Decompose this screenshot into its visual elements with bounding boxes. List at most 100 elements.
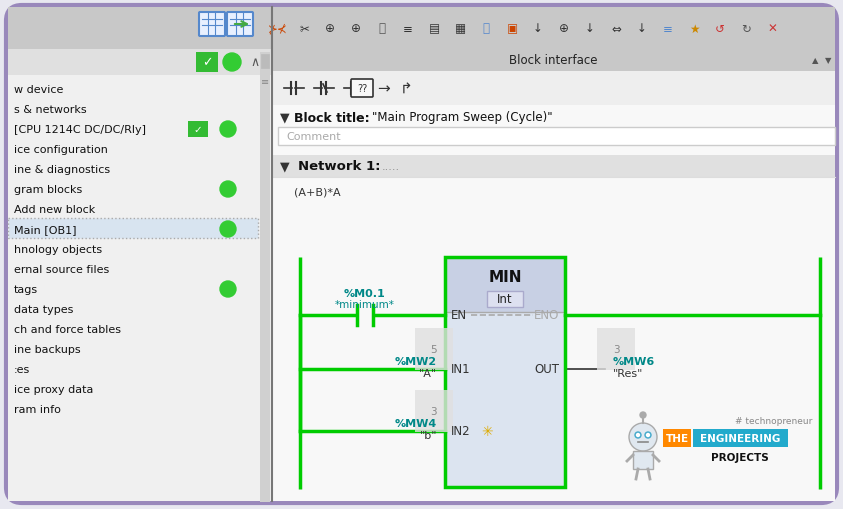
Circle shape: [220, 182, 236, 197]
Text: # technopreneur: # technopreneur: [735, 417, 813, 426]
Text: ▣: ▣: [507, 22, 518, 36]
Bar: [8, 8, 278, 501]
Text: Add new block: Add new block: [14, 205, 95, 215]
Bar: [272, 50, 835, 72]
Bar: [272, 8, 835, 501]
Text: ram info: ram info: [14, 404, 61, 414]
Text: 3: 3: [431, 406, 437, 416]
Text: data types: data types: [14, 304, 73, 315]
Text: 3: 3: [613, 344, 620, 354]
Text: IN2: IN2: [451, 425, 470, 438]
Text: %MW4: %MW4: [395, 418, 437, 428]
Text: MIN: MIN: [488, 270, 522, 285]
Bar: [445, 258, 565, 487]
Text: hnology objects: hnology objects: [14, 244, 102, 254]
Text: ⊕: ⊕: [351, 22, 361, 36]
Bar: [188, 122, 208, 138]
Bar: [445, 258, 565, 313]
Bar: [196, 53, 218, 73]
Text: w device: w device: [14, 85, 63, 95]
Bar: [272, 8, 835, 50]
Circle shape: [645, 432, 651, 438]
Circle shape: [223, 54, 241, 72]
Text: ▤: ▤: [428, 22, 439, 36]
FancyBboxPatch shape: [227, 13, 253, 37]
Circle shape: [635, 432, 641, 438]
Text: THE: THE: [665, 433, 689, 443]
Text: s & networks: s & networks: [14, 105, 87, 115]
Text: ENO: ENO: [534, 309, 559, 322]
Text: .....: .....: [382, 162, 400, 172]
Circle shape: [220, 122, 236, 138]
Circle shape: [629, 423, 657, 451]
Text: ↓: ↓: [637, 22, 647, 36]
Text: Int: Int: [497, 293, 513, 306]
Text: 5: 5: [431, 344, 437, 354]
Bar: [693, 429, 788, 447]
Text: ine backups: ine backups: [14, 344, 81, 354]
Bar: [278, 128, 835, 146]
Text: ∧: ∧: [250, 56, 260, 69]
FancyBboxPatch shape: [351, 80, 373, 98]
Circle shape: [220, 221, 236, 238]
Text: ✓: ✓: [201, 56, 212, 69]
Text: ice configuration: ice configuration: [14, 145, 108, 155]
Text: Main [OB1]: Main [OB1]: [14, 224, 77, 235]
Bar: [487, 292, 523, 307]
Bar: [633, 451, 653, 469]
Bar: [8, 50, 278, 76]
Text: %M0.1: %M0.1: [344, 289, 386, 298]
Text: ≡: ≡: [663, 22, 673, 36]
Text: ▼: ▼: [280, 160, 290, 173]
Text: PROJECTS: PROJECTS: [711, 452, 769, 462]
Text: ch and force tables: ch and force tables: [14, 324, 121, 334]
Text: ✳: ✳: [481, 424, 493, 438]
Circle shape: [640, 412, 646, 418]
Bar: [261, 55, 269, 69]
Bar: [8, 8, 278, 50]
Text: ≡: ≡: [403, 22, 413, 36]
Bar: [445, 313, 565, 487]
Text: EN: EN: [451, 309, 467, 322]
Text: tags: tags: [14, 285, 38, 294]
Circle shape: [636, 434, 640, 437]
Text: Network 1:: Network 1:: [298, 160, 380, 173]
Text: (A+B)*A: (A+B)*A: [294, 188, 341, 197]
Circle shape: [647, 434, 649, 437]
Bar: [272, 156, 835, 178]
Text: ENGINEERING: ENGINEERING: [700, 433, 780, 443]
Text: ▼: ▼: [824, 56, 831, 65]
FancyBboxPatch shape: [199, 13, 225, 37]
Text: ⬛: ⬛: [379, 22, 385, 36]
Text: gram blocks: gram blocks: [14, 185, 83, 194]
Text: ▲: ▲: [812, 56, 819, 65]
Text: "Res": "Res": [613, 369, 643, 378]
Text: "Main Program Sweep (Cycle)": "Main Program Sweep (Cycle)": [372, 111, 553, 124]
Text: ↻: ↻: [741, 22, 751, 36]
Text: ★: ★: [689, 22, 699, 36]
Text: %MW2: %MW2: [395, 356, 437, 366]
Bar: [272, 72, 835, 106]
Bar: [8, 218, 258, 239]
Text: ↓: ↓: [533, 22, 543, 36]
Text: →: →: [378, 81, 390, 96]
Text: ⊕: ⊕: [325, 22, 335, 36]
Text: ▦: ▦: [454, 22, 465, 36]
Text: ≡: ≡: [261, 77, 269, 87]
Text: ↓: ↓: [585, 22, 595, 36]
Text: ⇔: ⇔: [611, 22, 621, 36]
Text: ✓: ✓: [194, 125, 202, 135]
Text: 💬: 💬: [482, 22, 490, 36]
Text: ✂: ✂: [299, 22, 309, 36]
Text: ernal source files: ernal source files: [14, 265, 110, 274]
Text: ⊕: ⊕: [559, 22, 569, 36]
Bar: [663, 429, 691, 447]
Circle shape: [220, 281, 236, 297]
Text: ✕: ✕: [767, 22, 777, 36]
Text: Block title:: Block title:: [294, 111, 369, 124]
Text: *minimum*: *minimum*: [335, 299, 395, 309]
Bar: [260, 53, 270, 502]
Text: :es: :es: [14, 364, 30, 374]
Text: ⊁⊀: ⊁⊀: [268, 22, 287, 36]
Text: ↺: ↺: [715, 22, 725, 36]
